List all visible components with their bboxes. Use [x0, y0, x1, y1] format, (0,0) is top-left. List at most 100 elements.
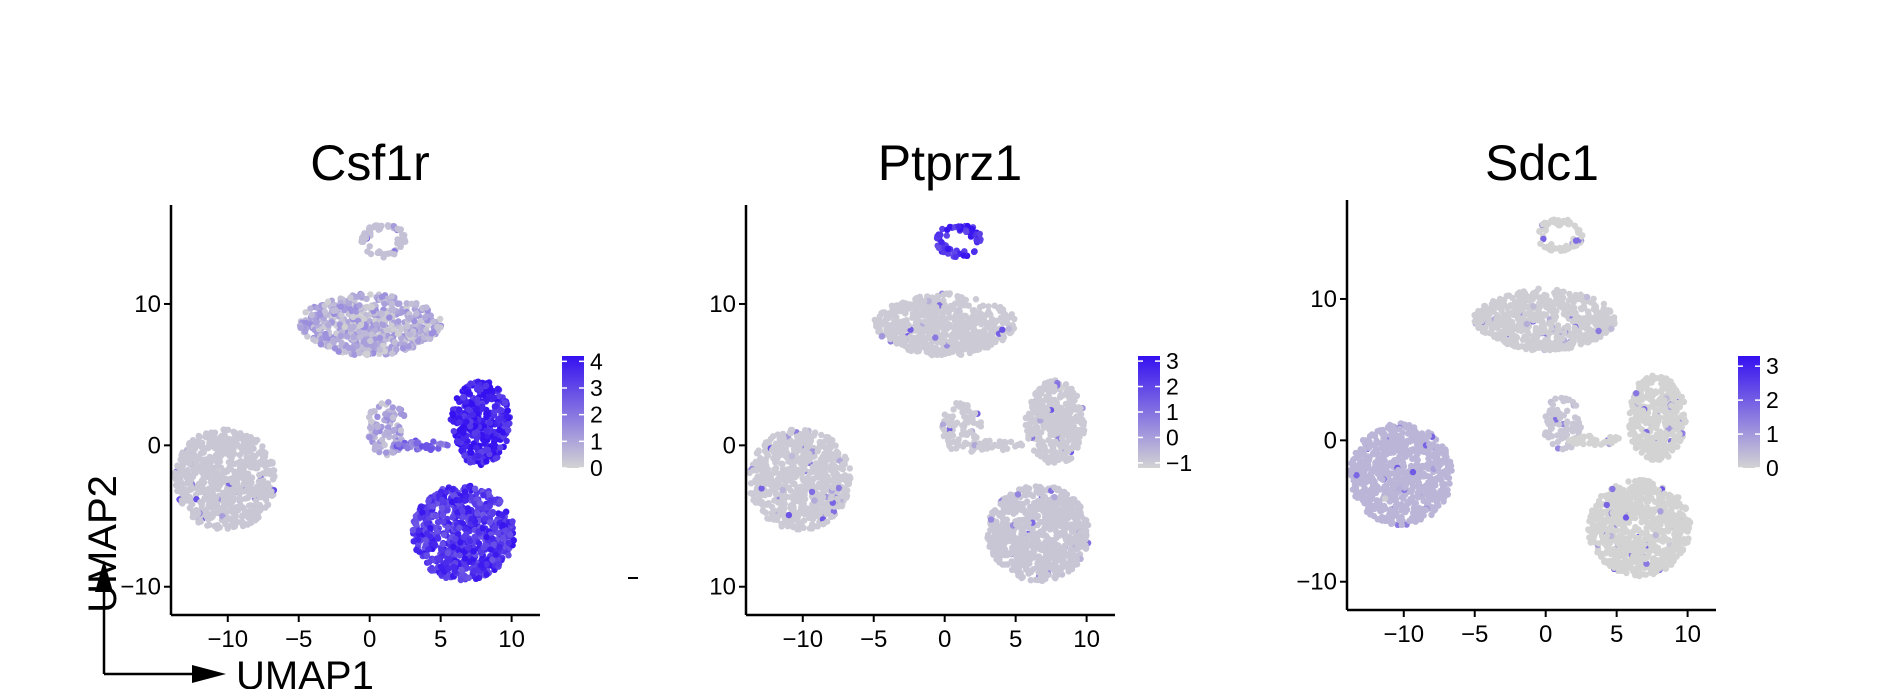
data-point: [257, 506, 264, 513]
data-point: [1035, 553, 1043, 560]
data-point: [1029, 402, 1036, 409]
data-point: [430, 503, 437, 510]
data-point: [195, 519, 202, 526]
data-point: [1082, 527, 1090, 534]
data-point: [1062, 381, 1070, 388]
data-point: [495, 415, 503, 423]
data-point: [326, 343, 333, 350]
data-point: [483, 413, 490, 421]
data-point: [356, 328, 363, 335]
data-point: [241, 477, 248, 484]
data-point: [467, 380, 474, 387]
data-point: [433, 555, 441, 562]
data-point: [247, 502, 254, 509]
data-point: [973, 237, 980, 244]
data-point: [1046, 526, 1054, 533]
data-point: [419, 509, 426, 516]
data-point: [356, 333, 364, 340]
data-point: [258, 487, 265, 495]
data-point: [483, 427, 490, 435]
data-point: [1001, 438, 1008, 446]
data-point: [252, 439, 259, 446]
data-point: [1047, 432, 1054, 439]
data-point: [399, 345, 407, 352]
data-point: [357, 321, 365, 329]
data-point: [302, 309, 309, 316]
data-point: [926, 329, 933, 336]
data-point: [475, 540, 483, 547]
data-point: [495, 560, 503, 568]
data-point: [485, 387, 492, 395]
data-point: [906, 343, 914, 350]
data-point: [1040, 518, 1047, 525]
data-point: [378, 436, 386, 443]
data-point: [191, 453, 198, 460]
data-point: [1049, 451, 1057, 458]
data-point: [433, 512, 440, 520]
data-point: [252, 497, 260, 504]
data-point: [1048, 412, 1056, 420]
data-point: [310, 336, 317, 343]
data-point: [1000, 314, 1007, 321]
data-point: [186, 460, 193, 467]
data-point: [971, 410, 979, 417]
data-point: [949, 331, 956, 338]
data-point: [397, 226, 404, 233]
data-point: [366, 243, 373, 250]
data-point: [946, 430, 954, 438]
data-point: [230, 509, 237, 517]
data-point: [247, 442, 254, 450]
data-point: [899, 323, 906, 331]
data-point: [186, 504, 194, 512]
data-point: [976, 230, 983, 238]
data-point: [437, 440, 444, 447]
data-point: [1038, 485, 1046, 492]
data-point: [892, 330, 899, 337]
data-point: [485, 490, 492, 498]
data-point: [304, 333, 311, 340]
data-point: [490, 394, 497, 401]
data-point: [459, 513, 467, 521]
data-point: [1064, 400, 1072, 407]
data-point: [389, 404, 396, 411]
data-point: [1055, 506, 1063, 513]
data-point: [223, 476, 231, 483]
data-point: [336, 321, 343, 328]
data-point: [471, 423, 478, 430]
data-point: [487, 497, 494, 504]
data-point: [1053, 430, 1061, 437]
data-point: [988, 323, 995, 330]
data-point: [245, 455, 252, 463]
data-point: [473, 405, 480, 413]
data-point: [400, 412, 408, 420]
data-point: [1050, 420, 1057, 427]
data-point: [492, 524, 499, 531]
data-point: [1007, 438, 1015, 445]
data-point: [893, 339, 900, 346]
data-point: [444, 442, 451, 449]
data-point: [930, 318, 937, 325]
data-point: [932, 334, 939, 341]
data-point: [1005, 325, 1012, 332]
data-point: [341, 323, 348, 331]
data-point: [1061, 547, 1068, 554]
data-point: [1080, 419, 1088, 426]
data-point: [1022, 509, 1030, 516]
data-point: [938, 309, 945, 317]
data-point: [372, 222, 379, 229]
data-point: [239, 512, 246, 519]
data-point: [1003, 445, 1011, 452]
colorbar-tick-label: 1: [590, 428, 603, 454]
data-point: [747, 490, 754, 497]
data-point: [186, 495, 193, 502]
data-point: [505, 552, 512, 559]
data-point: [495, 529, 502, 537]
data-point: [417, 318, 424, 325]
data-point: [211, 434, 218, 441]
data-point: [974, 346, 981, 353]
data-point: [1044, 407, 1051, 414]
data-point: [975, 333, 982, 340]
data-point: [443, 558, 450, 565]
data-point: [1044, 534, 1051, 542]
